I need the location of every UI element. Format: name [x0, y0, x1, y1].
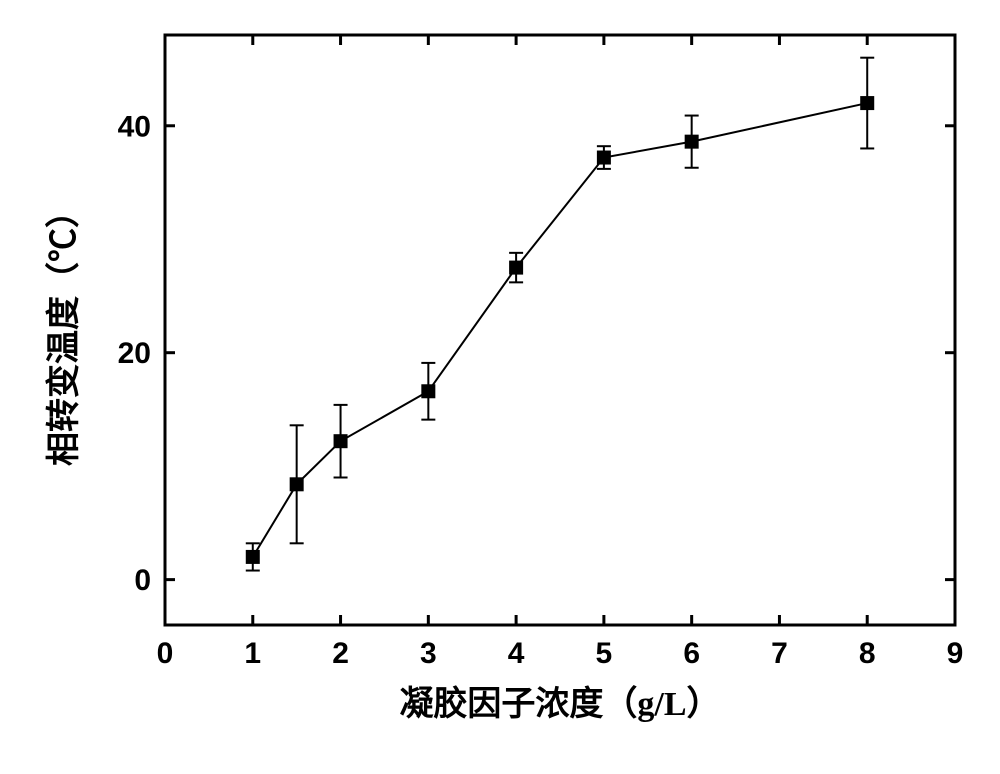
- chart-svg: 0 1 2 3 4 5 6 7 8 9 0 20 40 凝胶因子浓度（g/L） 相转变温度（℃）: [0, 0, 1000, 774]
- data-marker: [290, 478, 303, 491]
- x-tick-label: 5: [596, 637, 613, 670]
- x-tick-label: 3: [420, 637, 437, 670]
- x-tick-label: 9: [947, 637, 964, 670]
- data-marker: [422, 385, 435, 398]
- data-marker: [597, 151, 610, 164]
- data-marker: [246, 550, 259, 563]
- data-marker: [861, 97, 874, 110]
- x-tick-label: 6: [683, 637, 700, 670]
- x-tick-label: 4: [508, 637, 525, 670]
- data-marker: [685, 135, 698, 148]
- data-marker: [510, 261, 523, 274]
- x-tick-label: 7: [771, 637, 788, 670]
- x-axis-label: 凝胶因子浓度（g/L）: [399, 684, 720, 723]
- x-tick-label: 0: [157, 637, 174, 670]
- x-tick-label: 1: [244, 637, 261, 670]
- y-axis-label: 相转变温度（℃）: [44, 194, 83, 466]
- x-tick-label: 8: [859, 637, 876, 670]
- y-tick-label: 0: [134, 564, 151, 597]
- x-tick-label: 2: [332, 637, 349, 670]
- y-tick-label: 20: [118, 337, 151, 370]
- chart-container: 0 1 2 3 4 5 6 7 8 9 0 20 40 凝胶因子浓度（g/L） 相转变温度（℃）: [0, 0, 1000, 774]
- y-tick-label: 40: [118, 110, 151, 143]
- data-marker: [334, 435, 347, 448]
